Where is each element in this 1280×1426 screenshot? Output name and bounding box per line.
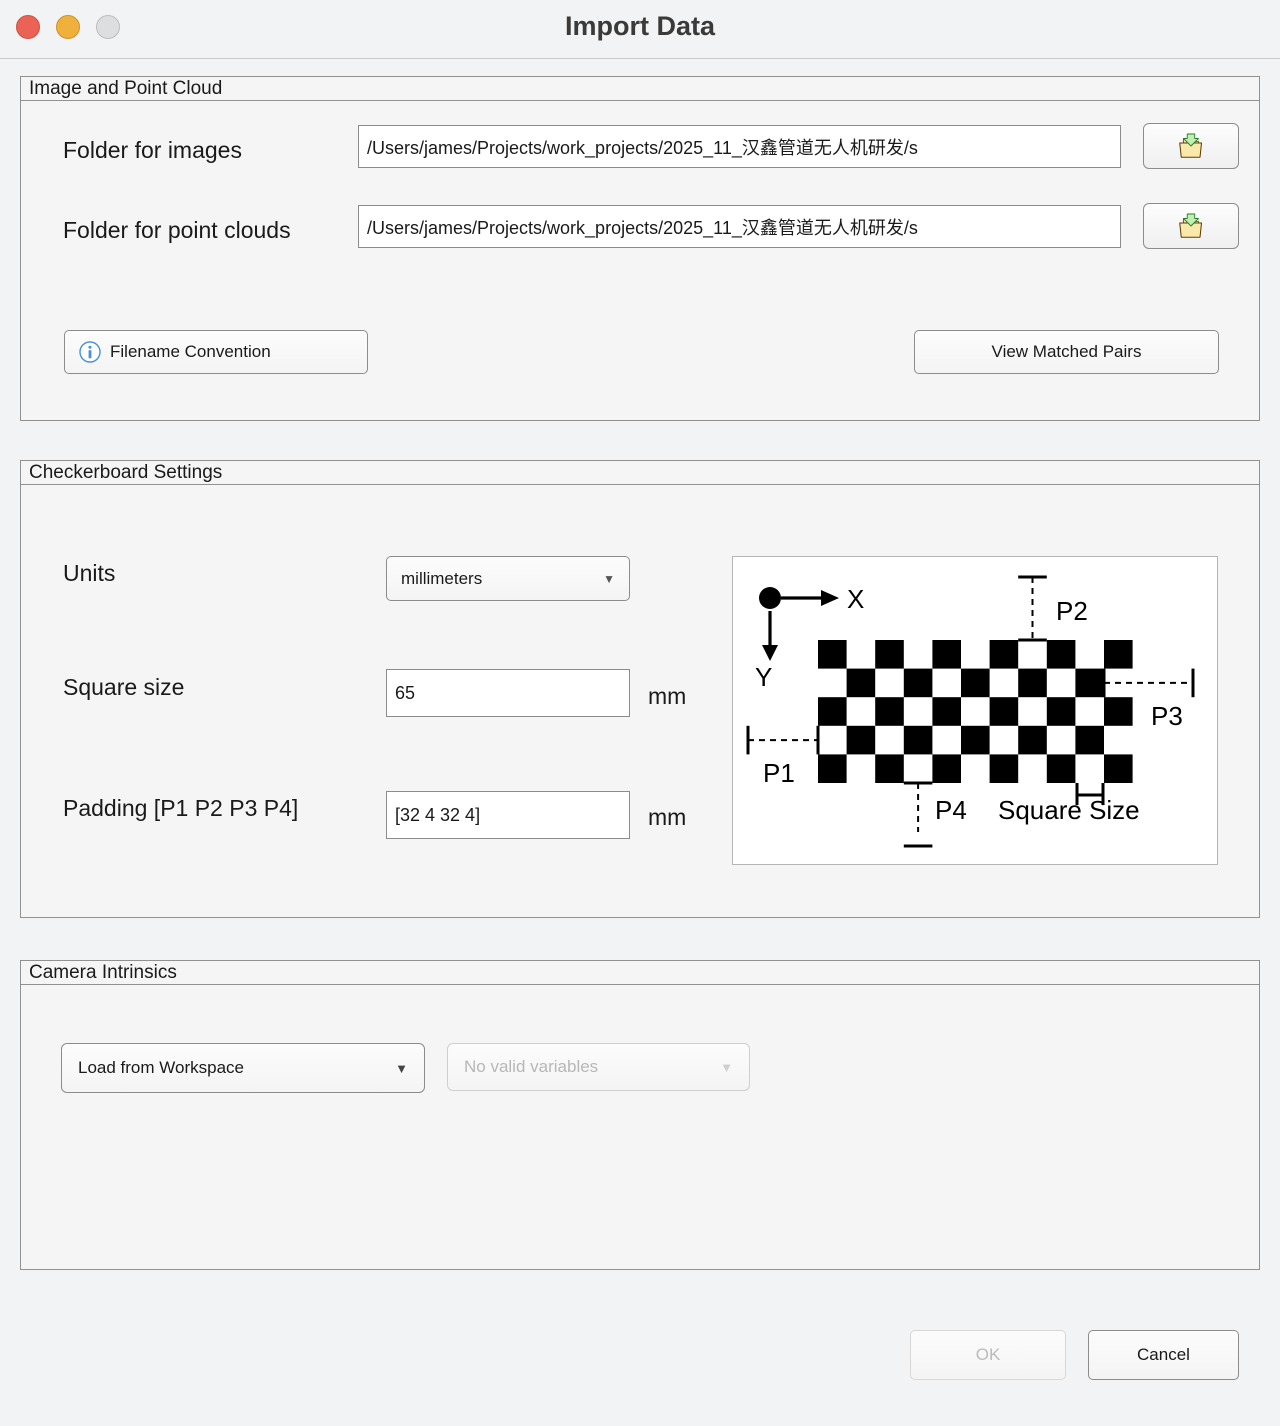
svg-text:Square Size: Square Size	[998, 795, 1140, 825]
svg-text:P4: P4	[935, 795, 967, 825]
svg-text:X: X	[847, 584, 864, 614]
svg-text:Y: Y	[755, 662, 772, 692]
svg-text:P3: P3	[1151, 701, 1183, 731]
svg-text:P2: P2	[1056, 596, 1088, 626]
svg-text:P1: P1	[763, 758, 795, 788]
